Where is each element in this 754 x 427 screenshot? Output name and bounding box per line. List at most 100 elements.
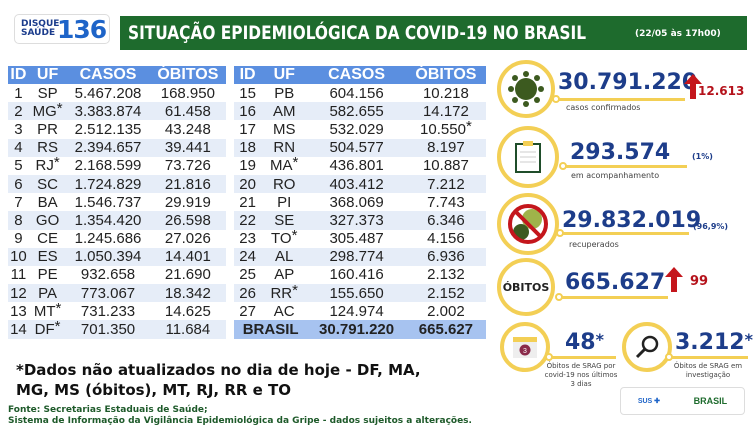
magnifier-icon <box>622 322 672 372</box>
virus-icon <box>497 60 555 118</box>
cell-casos: 3.383.874 <box>66 102 150 121</box>
cell-obitos: 14.401 <box>149 247 226 266</box>
cell-obitos: 6.346 <box>405 211 486 230</box>
cell-text: 14.172 <box>422 102 469 120</box>
page-title: SITUAÇÃO EPIDEMIOLÓGICA DA COVID-19 NO B… <box>128 22 587 44</box>
report-date: (22/05 às 17h00) <box>635 29 721 39</box>
cell-casos: 1.354.420 <box>66 211 150 230</box>
cell-id: 4 <box>8 138 29 157</box>
divider-dot <box>556 229 564 237</box>
cell-text: SC <box>37 175 59 193</box>
cell-text: 932.658 <box>80 266 136 284</box>
divider <box>562 165 687 168</box>
footnote: *Dados não atualizados no dia de hoje - … <box>16 361 421 399</box>
cell-uf: SC <box>28 174 67 194</box>
cell-text: MG <box>32 102 57 120</box>
cell-uf: PA <box>28 284 67 303</box>
column-header: CASOS <box>307 66 406 84</box>
cell-casos: 504.577 <box>307 138 406 157</box>
cell-casos: 604.156 <box>307 84 406 102</box>
cell-obitos: 10.550* <box>406 118 486 138</box>
cell-casos: 773.067 <box>66 284 150 303</box>
deaths-value: 665.627 <box>565 270 666 295</box>
table-row: 3 PR 2.512.135 43.248 <box>8 120 226 138</box>
table-row: 15 PB 604.156 10.218 <box>234 84 486 102</box>
cell-casos: 305.487 <box>307 230 406 248</box>
cell-id: 2 <box>8 102 29 121</box>
deaths-delta: 99 <box>690 274 709 289</box>
cell-text: GO <box>35 211 60 229</box>
table-row: 19 MA* 436.801 10.887 <box>234 154 486 175</box>
cell-casos: 327.373 <box>307 211 406 230</box>
sraginv-value: 3.212 <box>675 330 745 355</box>
asterisk: * <box>292 281 298 299</box>
divider <box>559 232 689 235</box>
cell-casos: 436.801 <box>307 157 406 175</box>
cell-text: 39.441 <box>164 139 211 157</box>
cell-uf: RO <box>261 174 308 194</box>
cell-id: 3 <box>8 120 29 138</box>
cell-id: 25 <box>234 266 261 284</box>
divider <box>668 356 748 359</box>
cell-text: 436.801 <box>329 157 384 175</box>
cell-text: 10.218 <box>422 84 469 102</box>
monitoring-pct: (1%) <box>692 152 713 161</box>
cell-text: 26 <box>239 284 256 302</box>
cell-text: 10.550 <box>420 120 466 138</box>
cell-text: AM <box>272 102 296 120</box>
sus-text: SUS <box>637 398 653 405</box>
cell-text: 2.512.135 <box>74 120 142 138</box>
cell-text: 124.974 <box>329 302 384 320</box>
divider-dot <box>559 162 567 170</box>
cell-obitos: 26.598 <box>149 211 226 230</box>
cell-text: 2.002 <box>427 302 465 320</box>
cell-text: 7.212 <box>427 175 465 193</box>
cell-text: 731.233 <box>80 302 136 320</box>
cell-id: 17 <box>234 120 261 138</box>
table-row: 8 GO 1.354.420 26.598 <box>8 211 226 230</box>
cell-uf: AC <box>261 302 307 320</box>
cell-text: 14 <box>10 321 27 339</box>
cell-text: 2.132 <box>427 266 465 284</box>
table-row: 16 AM 582.655 14.172 <box>234 102 486 121</box>
divider <box>558 296 668 299</box>
cell-obitos: 39.441 <box>149 138 226 157</box>
cell-text: 155.650 <box>329 284 384 302</box>
column-header: ID <box>8 66 29 84</box>
cell-text: 160.416 <box>329 266 384 284</box>
divider-dot <box>545 353 553 361</box>
cell-uf: RS <box>28 138 67 157</box>
cell-text: 19 <box>239 157 256 175</box>
column-header: UF <box>28 66 67 84</box>
table-row: 21 PI 368.069 7.743 <box>234 193 486 211</box>
cell-casos: 5.467.208 <box>66 84 149 102</box>
cell-text: RR <box>270 284 293 302</box>
cell-casos: 582.655 <box>307 102 406 121</box>
cell-text: RS <box>37 139 59 157</box>
recovered-value: 29.832.019 <box>562 208 702 233</box>
cell-id: 8 <box>8 211 29 230</box>
divider-dot <box>555 293 563 301</box>
table-row: 11 PE 932.658 21.690 <box>8 266 226 284</box>
asterisk: * <box>292 154 299 172</box>
cell-obitos: 14.172 <box>405 102 486 121</box>
calendar-icon: 3 <box>500 322 550 372</box>
cell-id: 21 <box>234 193 261 211</box>
cell-id: 26 <box>234 284 262 303</box>
cell-uf: RN <box>261 138 308 157</box>
cell-text: MT <box>33 302 56 320</box>
cell-text: 11.684 <box>165 321 211 339</box>
cell-text: 14.625 <box>164 302 211 320</box>
cell-text: 1.546.737 <box>74 193 142 211</box>
cell-text: 73.726 <box>164 157 211 175</box>
total-casos: 30.791.220 <box>307 320 406 339</box>
cell-text: PE <box>37 266 58 284</box>
cell-text: TO <box>271 230 292 248</box>
cell-id: 27 <box>234 302 261 320</box>
cell-obitos: 73.726 <box>150 157 226 175</box>
column-header: ÓBITOS <box>149 66 226 84</box>
cell-uf: BA <box>29 193 67 211</box>
cell-text: 1.724.829 <box>74 175 142 193</box>
column-header: ÓBITOS <box>405 66 486 84</box>
cell-text: 532.029 <box>329 120 384 138</box>
